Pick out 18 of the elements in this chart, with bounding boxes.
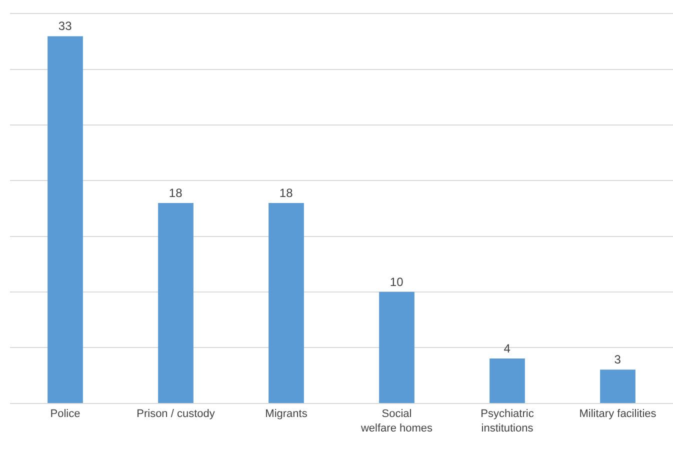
bar <box>379 292 414 403</box>
data-label: 4 <box>504 342 511 356</box>
x-tick-label: Prison / custody <box>136 408 216 420</box>
data-label: 3 <box>614 352 622 367</box>
x-tick-label: Migrants <box>265 408 308 420</box>
data-label: 18 <box>168 186 183 200</box>
x-tick-label: Social welfare homes <box>360 408 434 434</box>
x-tick-label: Military facilities <box>579 408 657 420</box>
data-label: 18 <box>279 186 294 200</box>
data-label: 10 <box>390 274 404 289</box>
x-tick-label: Police <box>50 408 80 420</box>
bar <box>48 36 83 403</box>
bar <box>158 202 194 403</box>
x-tick-label: Psychiatric institutions <box>480 408 534 434</box>
bar <box>600 370 636 403</box>
data-label: 33 <box>58 19 72 34</box>
bar <box>268 202 304 403</box>
bar <box>490 358 525 403</box>
